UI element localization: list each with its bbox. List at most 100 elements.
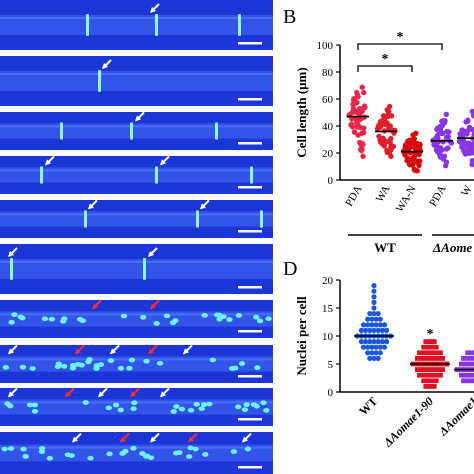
data-point [433, 372, 439, 378]
data-point [377, 316, 383, 322]
nucleus [156, 360, 164, 366]
septum [84, 210, 87, 228]
data-point [421, 350, 427, 356]
hypha-edge [0, 446, 273, 449]
septum [155, 14, 158, 36]
septum [260, 210, 263, 228]
data-point [461, 378, 466, 384]
arrow-head [8, 251, 14, 257]
nucleus [107, 358, 115, 364]
data-point [427, 384, 433, 389]
micrograph-image [0, 59, 273, 101]
data-point [371, 294, 377, 300]
data-point [375, 355, 381, 361]
septum [155, 166, 158, 184]
nucleus [86, 357, 93, 362]
nucleus [265, 316, 272, 322]
hypha [0, 15, 273, 35]
nucleus [202, 452, 209, 457]
data-point [384, 327, 390, 333]
group-label: ΔAome [432, 240, 472, 255]
nucleus [170, 409, 177, 414]
y-tick-label: 10 [322, 331, 334, 343]
data-point [359, 140, 365, 147]
micrograph-panel [0, 0, 273, 50]
data-point [392, 127, 398, 134]
nucleus [263, 407, 270, 413]
data-point [360, 322, 367, 328]
nuclei-per-cell-chart: 0 5 10 15 20 Nuclei per cell WT ΔAomae1-90 ΔAoma… [294, 275, 474, 450]
nucleus [68, 453, 75, 459]
micrograph-panel [0, 156, 273, 194]
data-point [411, 166, 417, 173]
nucleus [254, 365, 261, 371]
scale-bar [238, 330, 262, 333]
scale-bar [238, 286, 262, 289]
data-point [363, 327, 369, 333]
nucleus [20, 446, 27, 452]
data-point [423, 384, 429, 389]
data-point [471, 131, 474, 138]
data-point [367, 355, 373, 361]
micrograph-image [0, 3, 273, 45]
sig-star: * [427, 327, 434, 342]
data-point [412, 151, 418, 157]
data-point [471, 361, 474, 367]
data-point [373, 316, 379, 322]
data-point [431, 384, 437, 389]
data-point [365, 316, 371, 322]
nucleus [41, 316, 49, 322]
hypha-edge [0, 169, 273, 172]
data-point [371, 283, 377, 289]
arrow-head [102, 63, 108, 69]
arrow-head [183, 348, 189, 355]
data-point [371, 311, 377, 317]
septum [130, 122, 133, 140]
scale-bar [238, 142, 262, 145]
hypha-edge [0, 125, 273, 128]
micrograph-image [0, 432, 273, 469]
data-point [427, 367, 433, 372]
data-point [371, 327, 377, 333]
hypha [0, 71, 273, 91]
nucleus [31, 408, 39, 414]
nucleus [6, 403, 14, 409]
nucleus [130, 406, 137, 412]
nucleus [61, 363, 68, 369]
nucleus [198, 406, 205, 412]
sig-star: * [382, 52, 389, 67]
y-tick-label: 0 [328, 387, 334, 399]
micrograph-panel [0, 388, 273, 426]
data-point [434, 144, 440, 150]
y-tick-label: 20 [322, 148, 334, 160]
data-point [433, 378, 439, 384]
nucleus [11, 312, 18, 318]
data-point [377, 322, 383, 328]
data-point [440, 367, 445, 372]
data-point [441, 153, 448, 159]
sig-bracket [357, 65, 413, 72]
data-point [369, 350, 375, 356]
micrograph-panel [0, 244, 273, 294]
x-tick-label: PDA [343, 183, 364, 208]
scale-bar [238, 186, 262, 189]
data-point [384, 339, 390, 345]
data-point [442, 163, 449, 169]
nucleus [128, 357, 136, 363]
data-point [373, 350, 379, 356]
data-point [429, 372, 435, 378]
data-point [379, 339, 385, 345]
nucleus [78, 362, 85, 368]
arrow-head [110, 348, 116, 355]
nucleus [216, 316, 223, 322]
data-point [437, 152, 443, 159]
data-point [417, 350, 422, 356]
arrow-head [150, 7, 156, 13]
data-point [443, 146, 450, 152]
nucleus [192, 446, 199, 452]
panel-b-letter: B [283, 6, 297, 28]
data-point [358, 327, 364, 333]
arrow-head [72, 436, 78, 443]
sig-star: * [397, 30, 404, 45]
nucleus [238, 361, 246, 366]
